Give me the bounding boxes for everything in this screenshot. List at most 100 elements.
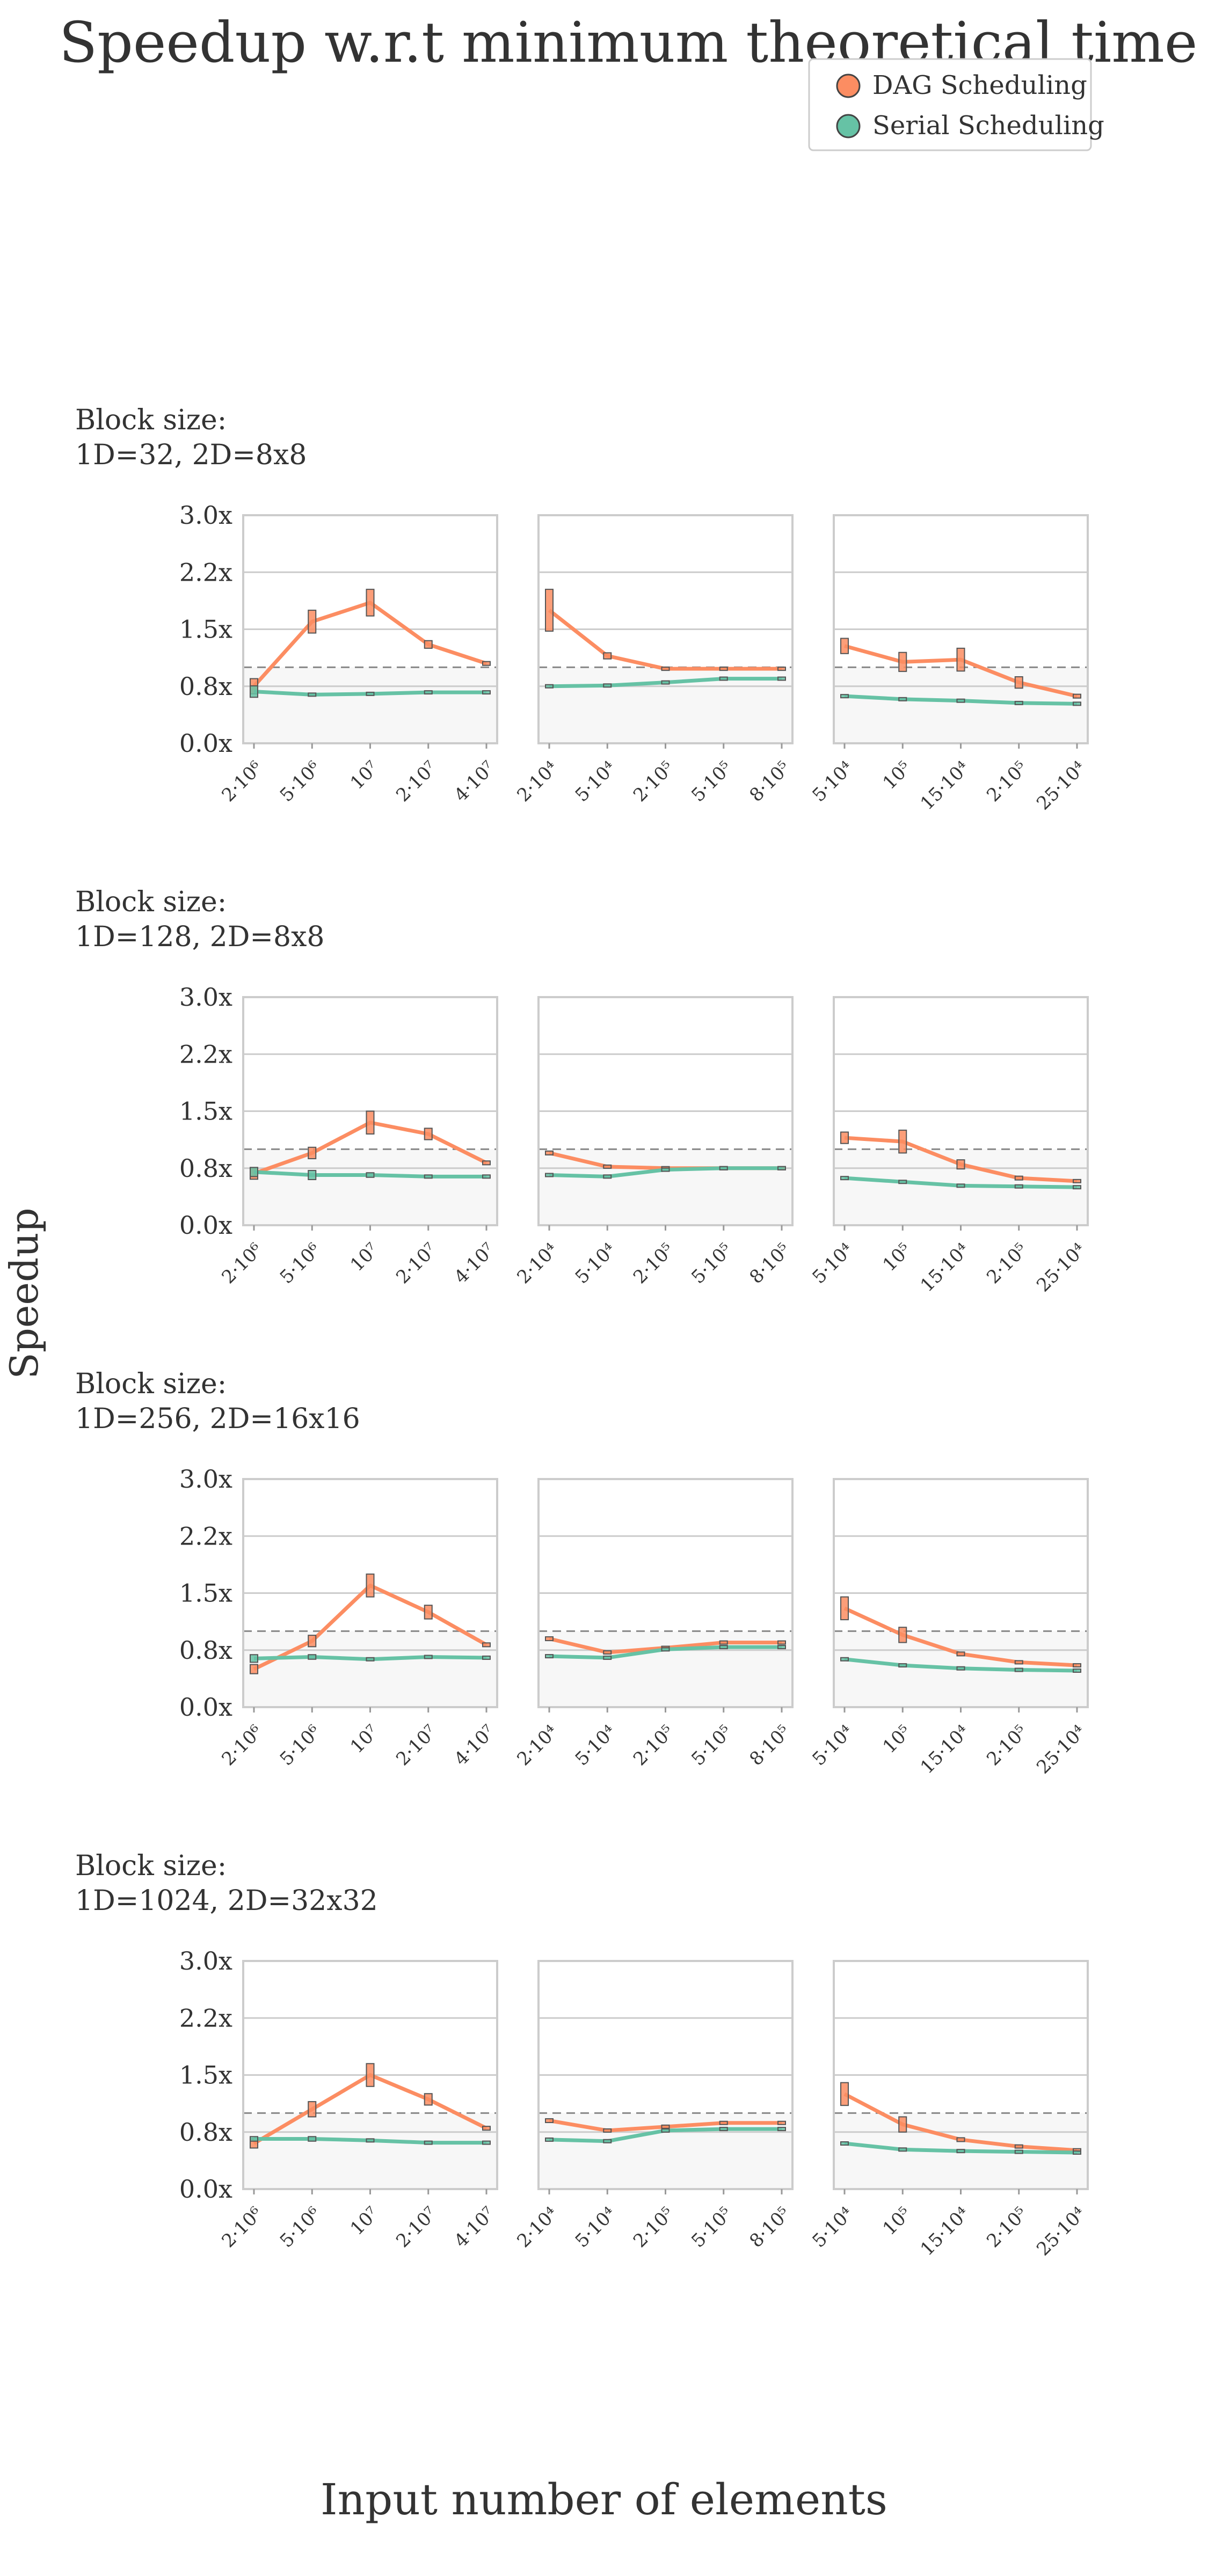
y-tick-label: 3.0x [179,501,232,530]
dag-scheduling-point [1073,693,1081,699]
serial-scheduling-point [603,2139,612,2143]
dag-scheduling-point [840,1131,849,1144]
x-tick-label: 5·10⁴ [571,757,620,806]
x-tick-label: 5·10⁵ [687,1721,736,1770]
x-tick-label: 8·10⁵ [745,1239,794,1288]
serial-scheduling-point [308,1654,317,1660]
dag-scheduling-point [482,2126,491,2131]
y-tick-label: 1.5x [179,2061,232,2090]
y-tick-label: 3.0x [179,1465,232,1494]
serial-scheduling-point [545,1654,554,1659]
x-tick-label: 5·10⁶ [276,1721,325,1770]
serial-scheduling-point [840,1657,849,1662]
dag-scheduling-point [777,1640,786,1645]
panel-r4-c3: 5·10⁴ 10⁵ 15·10⁴ 2·10⁵ 25·10⁴ [808,1960,1090,2260]
x-tick-label: 2·10⁷ [392,1239,441,1288]
dag-scheduling-point [308,1635,317,1648]
x-tick-label: 4·10⁷ [450,2203,499,2252]
dag-scheduling-point [956,1651,965,1657]
panel-r1-c2: 2·10⁴ 5·10⁴ 2·10⁵ 5·10⁵ 8·10⁵ [513,514,795,806]
y-tick-label: 0.8x [179,2118,232,2147]
dag-scheduling-point [482,661,491,666]
serial-scheduling-point [840,694,849,699]
dag-scheduling-point [956,2137,965,2142]
x-tick-label: 10⁵ [879,1239,916,1276]
x-tick-label: 15·10⁴ [916,2203,974,2260]
x-tick-label: 2·10⁶ [217,1239,266,1288]
x-tick-label: 10⁷ [346,2203,383,2240]
x-tick-label: 10⁵ [879,2203,916,2240]
serial-scheduling-point [603,1174,612,1179]
panel-r2-c2: 2·10⁴ 5·10⁴ 2·10⁵ 5·10⁵ 8·10⁵ [513,996,795,1288]
dag-scheduling-point [366,1110,375,1135]
y-tick-label: 0.0x [179,729,232,758]
row-2: Block size:1D=128, 2D=8x8 0.0x 0.8x 1.5x 2.2… [75,886,1090,1296]
serial-scheduling-point [719,1645,728,1650]
dag-scheduling-point [719,667,728,671]
dag-scheduling-point [898,652,907,672]
row-1: Block size:1D=32, 2D=8x8 0.0x 0.8x 1.5x 2.2x… [75,404,1090,814]
serial-scheduling-point [603,1655,612,1660]
x-tick-label: 2·10⁵ [983,2203,1031,2252]
dag-scheduling-point [603,652,612,660]
dag-scheduling-point [661,2124,670,2129]
legend: DAG Scheduling Serial Scheduling [808,58,1104,151]
dag-scheduling-point [1014,1175,1023,1181]
dag-scheduling-point [1073,1179,1081,1183]
x-tick-label: 10⁷ [346,757,383,794]
dag-scheduling-point [898,2116,907,2133]
serial-scheduling-point [250,2136,258,2142]
x-tick-label: 25·10⁴ [1032,1721,1090,1779]
x-tick-label: 8·10⁵ [745,2203,794,2252]
serial-scheduling-point [1073,1668,1081,1673]
x-tick-label: 15·10⁴ [916,1721,974,1779]
dag-scheduling-point [777,2120,786,2125]
x-tick-label: 2·10⁴ [513,757,562,806]
dag-scheduling-point [898,1627,907,1643]
row-3: Block size:1D=256, 2D=16x16 0.0x 0.8x 1.5x 2… [75,1368,1090,1778]
y-tick-label: 1.5x [179,615,232,644]
dag-scheduling-point [1014,1660,1023,1665]
serial-scheduling-point [1073,1185,1081,1190]
x-tick-label: 5·10⁴ [808,1721,857,1770]
x-tick-label: 2·10⁶ [217,757,266,806]
x-axis-label: Input number of elements [321,2475,887,2524]
serial-scheduling-point [956,698,965,703]
serial-scheduling-point [956,1666,965,1671]
serial-scheduling-point [308,2136,317,2142]
row-label-line1: Block size: [75,886,227,918]
serial-scheduling-point [777,2127,786,2132]
serial-scheduling-point [482,1174,491,1179]
serial-scheduling-point [898,2147,907,2152]
below-reference-band [243,1631,497,1707]
dag-scheduling-point [366,1574,375,1598]
legend-dag-label: DAG Scheduling [872,70,1087,100]
below-reference-band [243,2113,497,2189]
dag-scheduling-point [956,647,965,672]
serial-scheduling-point [777,676,786,681]
row-label-line2: 1D=32, 2D=8x8 [75,439,307,471]
dag-scheduling-point [840,638,849,654]
x-tick-label: 2·10⁵ [629,1239,678,1288]
serial-scheduling-point [840,2141,849,2146]
x-tick-label: 25·10⁴ [1032,2203,1090,2260]
serial-scheduling-point [366,2138,375,2143]
row-label-line1: Block size: [75,404,227,436]
serial-scheduling-point [1073,2150,1081,2155]
serial-scheduling-point [424,690,433,695]
x-tick-label: 5·10⁶ [276,1239,325,1288]
dag-scheduling-point [840,1596,849,1621]
y-tick-label: 2.2x [179,558,232,587]
legend-frame [808,58,1092,151]
dag-scheduling-point [603,1164,612,1169]
serial-scheduling-point [424,1655,433,1659]
serial-scheduling-point [956,2149,965,2154]
y-tick-label: 1.5x [179,1097,232,1126]
dag-scheduling-point [366,589,375,617]
below-reference-band [243,667,497,743]
row-label-line2: 1D=256, 2D=16x16 [75,1403,360,1435]
x-tick-label: 2·10⁷ [392,757,441,806]
x-tick-label: 5·10⁵ [687,1239,736,1288]
panel-r3-c1: 0.0x 0.8x 1.5x 2.2x 3.0x 2·10⁶ 5·10⁶ 10⁷ 2·10⁷ 4·… [179,1465,499,1770]
